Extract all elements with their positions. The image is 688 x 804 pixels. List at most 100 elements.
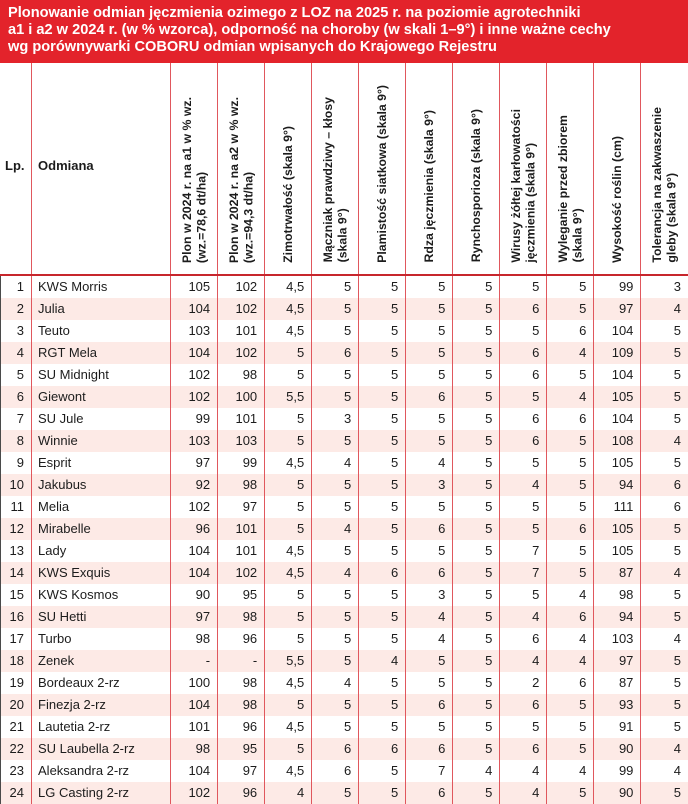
cell-lp: 6 bbox=[1, 386, 32, 408]
cell-plon_a1: 98 bbox=[171, 628, 218, 650]
cell-tolerancja: 5 bbox=[641, 782, 688, 804]
cell-zimotrwalosc: 5 bbox=[265, 518, 312, 540]
cell-wysokosc: 109 bbox=[594, 342, 641, 364]
cell-zimotrwalosc: 5 bbox=[265, 628, 312, 650]
cell-plamistosc: 5 bbox=[359, 364, 406, 386]
cell-wysokosc: 90 bbox=[594, 738, 641, 760]
cell-rynchosporioza: 5 bbox=[453, 430, 500, 452]
cell-wirusy: 6 bbox=[500, 342, 547, 364]
cell-odmiana: SU Jule bbox=[32, 408, 171, 430]
cell-lp: 3 bbox=[1, 320, 32, 342]
cell-maczniak: 5 bbox=[312, 782, 359, 804]
cell-plon_a1: 100 bbox=[171, 672, 218, 694]
cell-lp: 1 bbox=[1, 275, 32, 298]
cell-wysokosc: 104 bbox=[594, 320, 641, 342]
col-header-rdza: Rdza jęczmienia (skala 9°) bbox=[406, 63, 453, 275]
cell-lp: 15 bbox=[1, 584, 32, 606]
cell-wyleganie: 4 bbox=[547, 760, 594, 782]
cell-plon_a1: 103 bbox=[171, 430, 218, 452]
cell-rdza: 5 bbox=[406, 364, 453, 386]
cell-plamistosc: 5 bbox=[359, 320, 406, 342]
cell-rynchosporioza: 5 bbox=[453, 275, 500, 298]
cell-plon_a2: 102 bbox=[218, 562, 265, 584]
cell-wirusy: 5 bbox=[500, 275, 547, 298]
cell-rynchosporioza: 5 bbox=[453, 364, 500, 386]
cell-plamistosc: 5 bbox=[359, 672, 406, 694]
cell-wyleganie: 6 bbox=[547, 408, 594, 430]
cell-plamistosc: 5 bbox=[359, 298, 406, 320]
cell-plon_a2: 99 bbox=[218, 452, 265, 474]
cell-lp: 8 bbox=[1, 430, 32, 452]
cell-zimotrwalosc: 4,5 bbox=[265, 672, 312, 694]
cell-plon_a1: 96 bbox=[171, 518, 218, 540]
cell-wirusy: 6 bbox=[500, 298, 547, 320]
cell-maczniak: 4 bbox=[312, 518, 359, 540]
cell-lp: 11 bbox=[1, 496, 32, 518]
cell-maczniak: 5 bbox=[312, 386, 359, 408]
cell-rynchosporioza: 5 bbox=[453, 540, 500, 562]
cell-plon_a2: 98 bbox=[218, 694, 265, 716]
cell-odmiana: RGT Mela bbox=[32, 342, 171, 364]
cell-wirusy: 7 bbox=[500, 562, 547, 584]
cell-odmiana: Aleksandra 2-rz bbox=[32, 760, 171, 782]
cell-wyleganie: 5 bbox=[547, 275, 594, 298]
cell-tolerancja: 4 bbox=[641, 628, 688, 650]
cell-rdza: 6 bbox=[406, 562, 453, 584]
cell-rdza: 6 bbox=[406, 694, 453, 716]
cell-plamistosc: 5 bbox=[359, 430, 406, 452]
cell-rynchosporioza: 5 bbox=[453, 628, 500, 650]
cell-odmiana: Jakubus bbox=[32, 474, 171, 496]
cell-zimotrwalosc: 5 bbox=[265, 430, 312, 452]
cell-wyleganie: 5 bbox=[547, 430, 594, 452]
cell-plon_a2: 98 bbox=[218, 474, 265, 496]
cell-tolerancja: 6 bbox=[641, 474, 688, 496]
cell-odmiana: SU Midnight bbox=[32, 364, 171, 386]
cell-wyleganie: 5 bbox=[547, 694, 594, 716]
cell-maczniak: 5 bbox=[312, 584, 359, 606]
cell-wysokosc: 105 bbox=[594, 386, 641, 408]
cell-zimotrwalosc: 4,5 bbox=[265, 452, 312, 474]
cell-plon_a2: 98 bbox=[218, 364, 265, 386]
cell-zimotrwalosc: 5 bbox=[265, 474, 312, 496]
cell-maczniak: 5 bbox=[312, 606, 359, 628]
cell-lp: 2 bbox=[1, 298, 32, 320]
cell-plon_a1: 98 bbox=[171, 738, 218, 760]
cell-plon_a1: 101 bbox=[171, 716, 218, 738]
cell-wirusy: 6 bbox=[500, 628, 547, 650]
cell-plon_a2: 101 bbox=[218, 320, 265, 342]
cell-wirusy: 4 bbox=[500, 650, 547, 672]
cell-odmiana: Esprit bbox=[32, 452, 171, 474]
cell-rdza: 5 bbox=[406, 540, 453, 562]
cell-plon_a2: 101 bbox=[218, 540, 265, 562]
cell-maczniak: 5 bbox=[312, 430, 359, 452]
cell-zimotrwalosc: 5 bbox=[265, 738, 312, 760]
cell-plon_a2: 95 bbox=[218, 584, 265, 606]
cell-plamistosc: 5 bbox=[359, 496, 406, 518]
cell-zimotrwalosc: 4,5 bbox=[265, 716, 312, 738]
cell-rynchosporioza: 5 bbox=[453, 320, 500, 342]
cell-wirusy: 2 bbox=[500, 672, 547, 694]
col-header-maczniak: Mączniak prawdziwy – kłosy (skala 9°) bbox=[312, 63, 359, 275]
cell-lp: 21 bbox=[1, 716, 32, 738]
col-header-wirusy: Wirusy żółtej karłowatości jęczmienia (s… bbox=[500, 63, 547, 275]
col-header-plon_a2: Plon w 2024 r. na a2 w % wz. (wz.=94,3 d… bbox=[218, 63, 265, 275]
cell-wirusy: 5 bbox=[500, 386, 547, 408]
cell-odmiana: KWS Kosmos bbox=[32, 584, 171, 606]
cell-plamistosc: 5 bbox=[359, 716, 406, 738]
cell-odmiana: Finezja 2-rz bbox=[32, 694, 171, 716]
col-header-tolerancja: Tolerancja na zakwaszenie gleby (skala 9… bbox=[641, 63, 688, 275]
cell-rynchosporioza: 5 bbox=[453, 562, 500, 584]
col-header-label: Plamistość siatkowa (skala 9°) bbox=[375, 85, 390, 263]
cell-tolerancja: 4 bbox=[641, 562, 688, 584]
cell-tolerancja: 6 bbox=[641, 496, 688, 518]
cell-wyleganie: 4 bbox=[547, 386, 594, 408]
cell-tolerancja: 4 bbox=[641, 738, 688, 760]
